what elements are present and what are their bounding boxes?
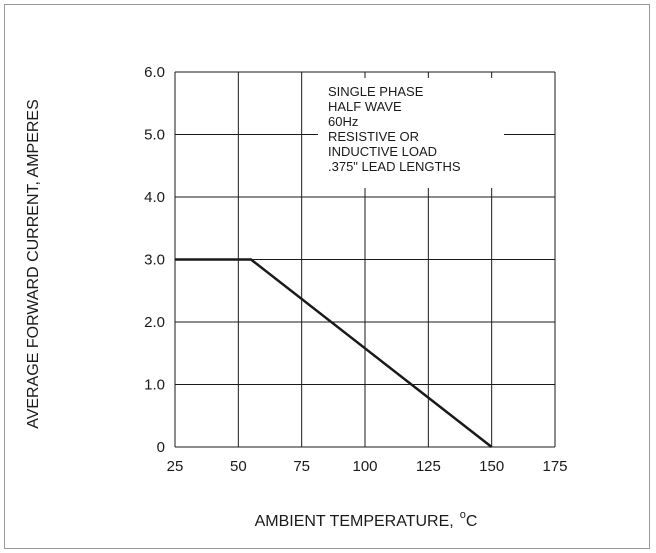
series-line-0	[175, 258, 493, 448]
y-tick-label-1: 1.0	[144, 377, 165, 394]
x-axis-degree: o	[460, 509, 466, 521]
x-tick-label-6: 175	[542, 458, 567, 475]
y-axis-label: AVERAGE FORWARD CURRENT, AMPERES	[25, 99, 42, 429]
annotation-line-5: .375" LEAD LENGTHS	[328, 159, 461, 174]
x-tick-label-4: 125	[416, 458, 441, 475]
y-tick-label-0: 0	[157, 439, 165, 456]
x-axis-label: AMBIENT TEMPERATURE, oC	[255, 509, 478, 530]
y-tick-label-6: 6.0	[144, 64, 165, 81]
annotation-line-0: SINGLE PHASE	[328, 84, 424, 99]
annotation-line-1: HALF WAVE	[328, 99, 402, 114]
y-tick-label-3: 3.0	[144, 252, 165, 269]
grid	[174, 71, 556, 448]
x-tick-label-5: 150	[479, 458, 504, 475]
annotation-line-4: INDUCTIVE LOAD	[328, 144, 437, 159]
x-tick-labels: 25 50 75 100 125 150 175	[167, 458, 568, 475]
x-tick-label-0: 25	[167, 458, 184, 475]
y-tick-labels: 0 1.0 2.0 3.0 4.0 5.0 6.0	[144, 64, 165, 456]
y-tick-label-2: 2.0	[144, 314, 165, 331]
y-tick-label-4: 4.0	[144, 189, 165, 206]
x-tick-label-1: 50	[230, 458, 247, 475]
x-tick-label-2: 75	[293, 458, 310, 475]
x-tick-label-3: 100	[352, 458, 377, 475]
annotation-box	[318, 78, 504, 188]
annotation-line-2: 60Hz	[328, 114, 358, 129]
x-axis-unit: C	[466, 513, 478, 530]
x-axis-label-text: AMBIENT TEMPERATURE,	[255, 513, 454, 530]
annotation-line-3: RESISTIVE OR	[328, 129, 419, 144]
y-tick-label-5: 5.0	[144, 127, 165, 144]
series	[175, 258, 493, 448]
